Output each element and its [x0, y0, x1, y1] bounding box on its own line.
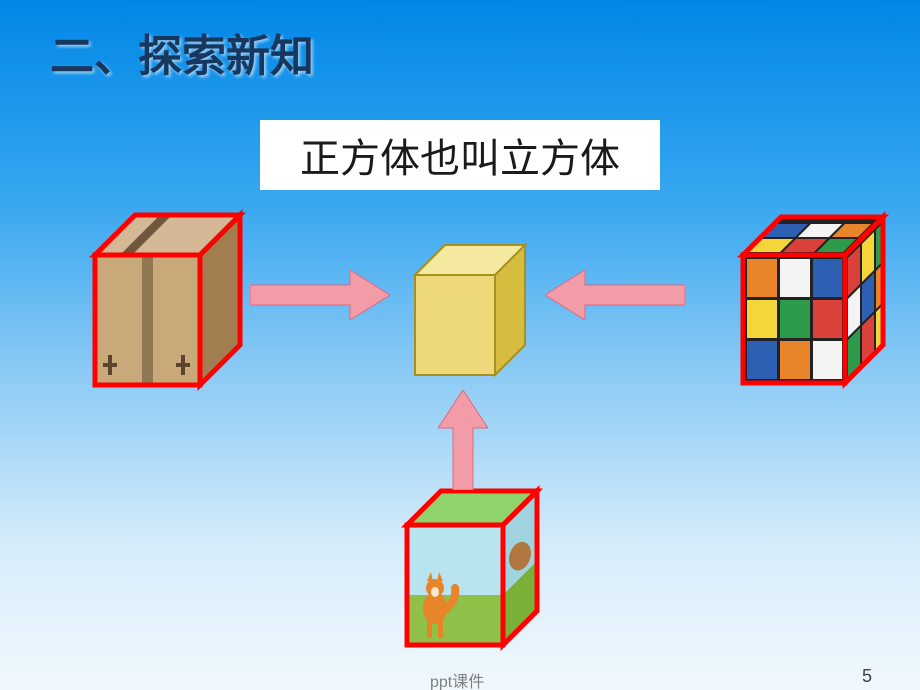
- arrow-bottom-to-center: [438, 390, 488, 490]
- subtitle-text: 正方体也叫立方体: [300, 126, 620, 184]
- slide-title: 二、探索新知: [50, 20, 314, 84]
- center-cube: [385, 235, 535, 385]
- arrow-right-to-center: [545, 270, 685, 320]
- bottom-picture-cube: [375, 480, 550, 655]
- footer-label: ppt课件: [430, 668, 484, 690]
- arrow-left-to-center: [250, 270, 390, 320]
- subtitle-box: 正方体也叫立方体: [260, 120, 660, 190]
- left-cardboard-cube: [55, 200, 255, 400]
- page-number: 5: [862, 666, 872, 687]
- right-rubiks-cube: [705, 205, 895, 395]
